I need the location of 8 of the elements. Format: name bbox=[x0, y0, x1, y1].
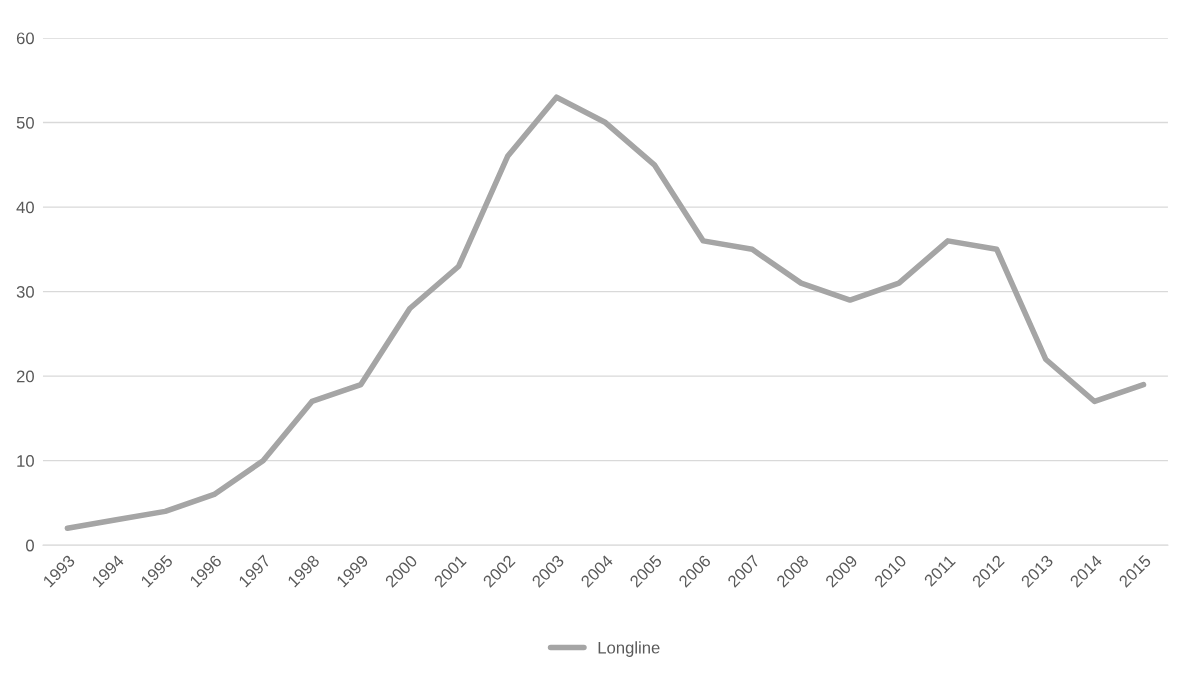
y-tick-label: 0 bbox=[26, 539, 34, 552]
y-tick-label: 60 bbox=[16, 32, 34, 45]
y-tick-label: 20 bbox=[16, 370, 34, 383]
y-tick-label: 10 bbox=[17, 455, 34, 467]
y-tick-label: 30 bbox=[16, 286, 34, 298]
y-tick-label: 50 bbox=[16, 116, 34, 129]
y-tick-label: 40 bbox=[16, 201, 34, 214]
legend-label: Longline bbox=[598, 641, 660, 657]
